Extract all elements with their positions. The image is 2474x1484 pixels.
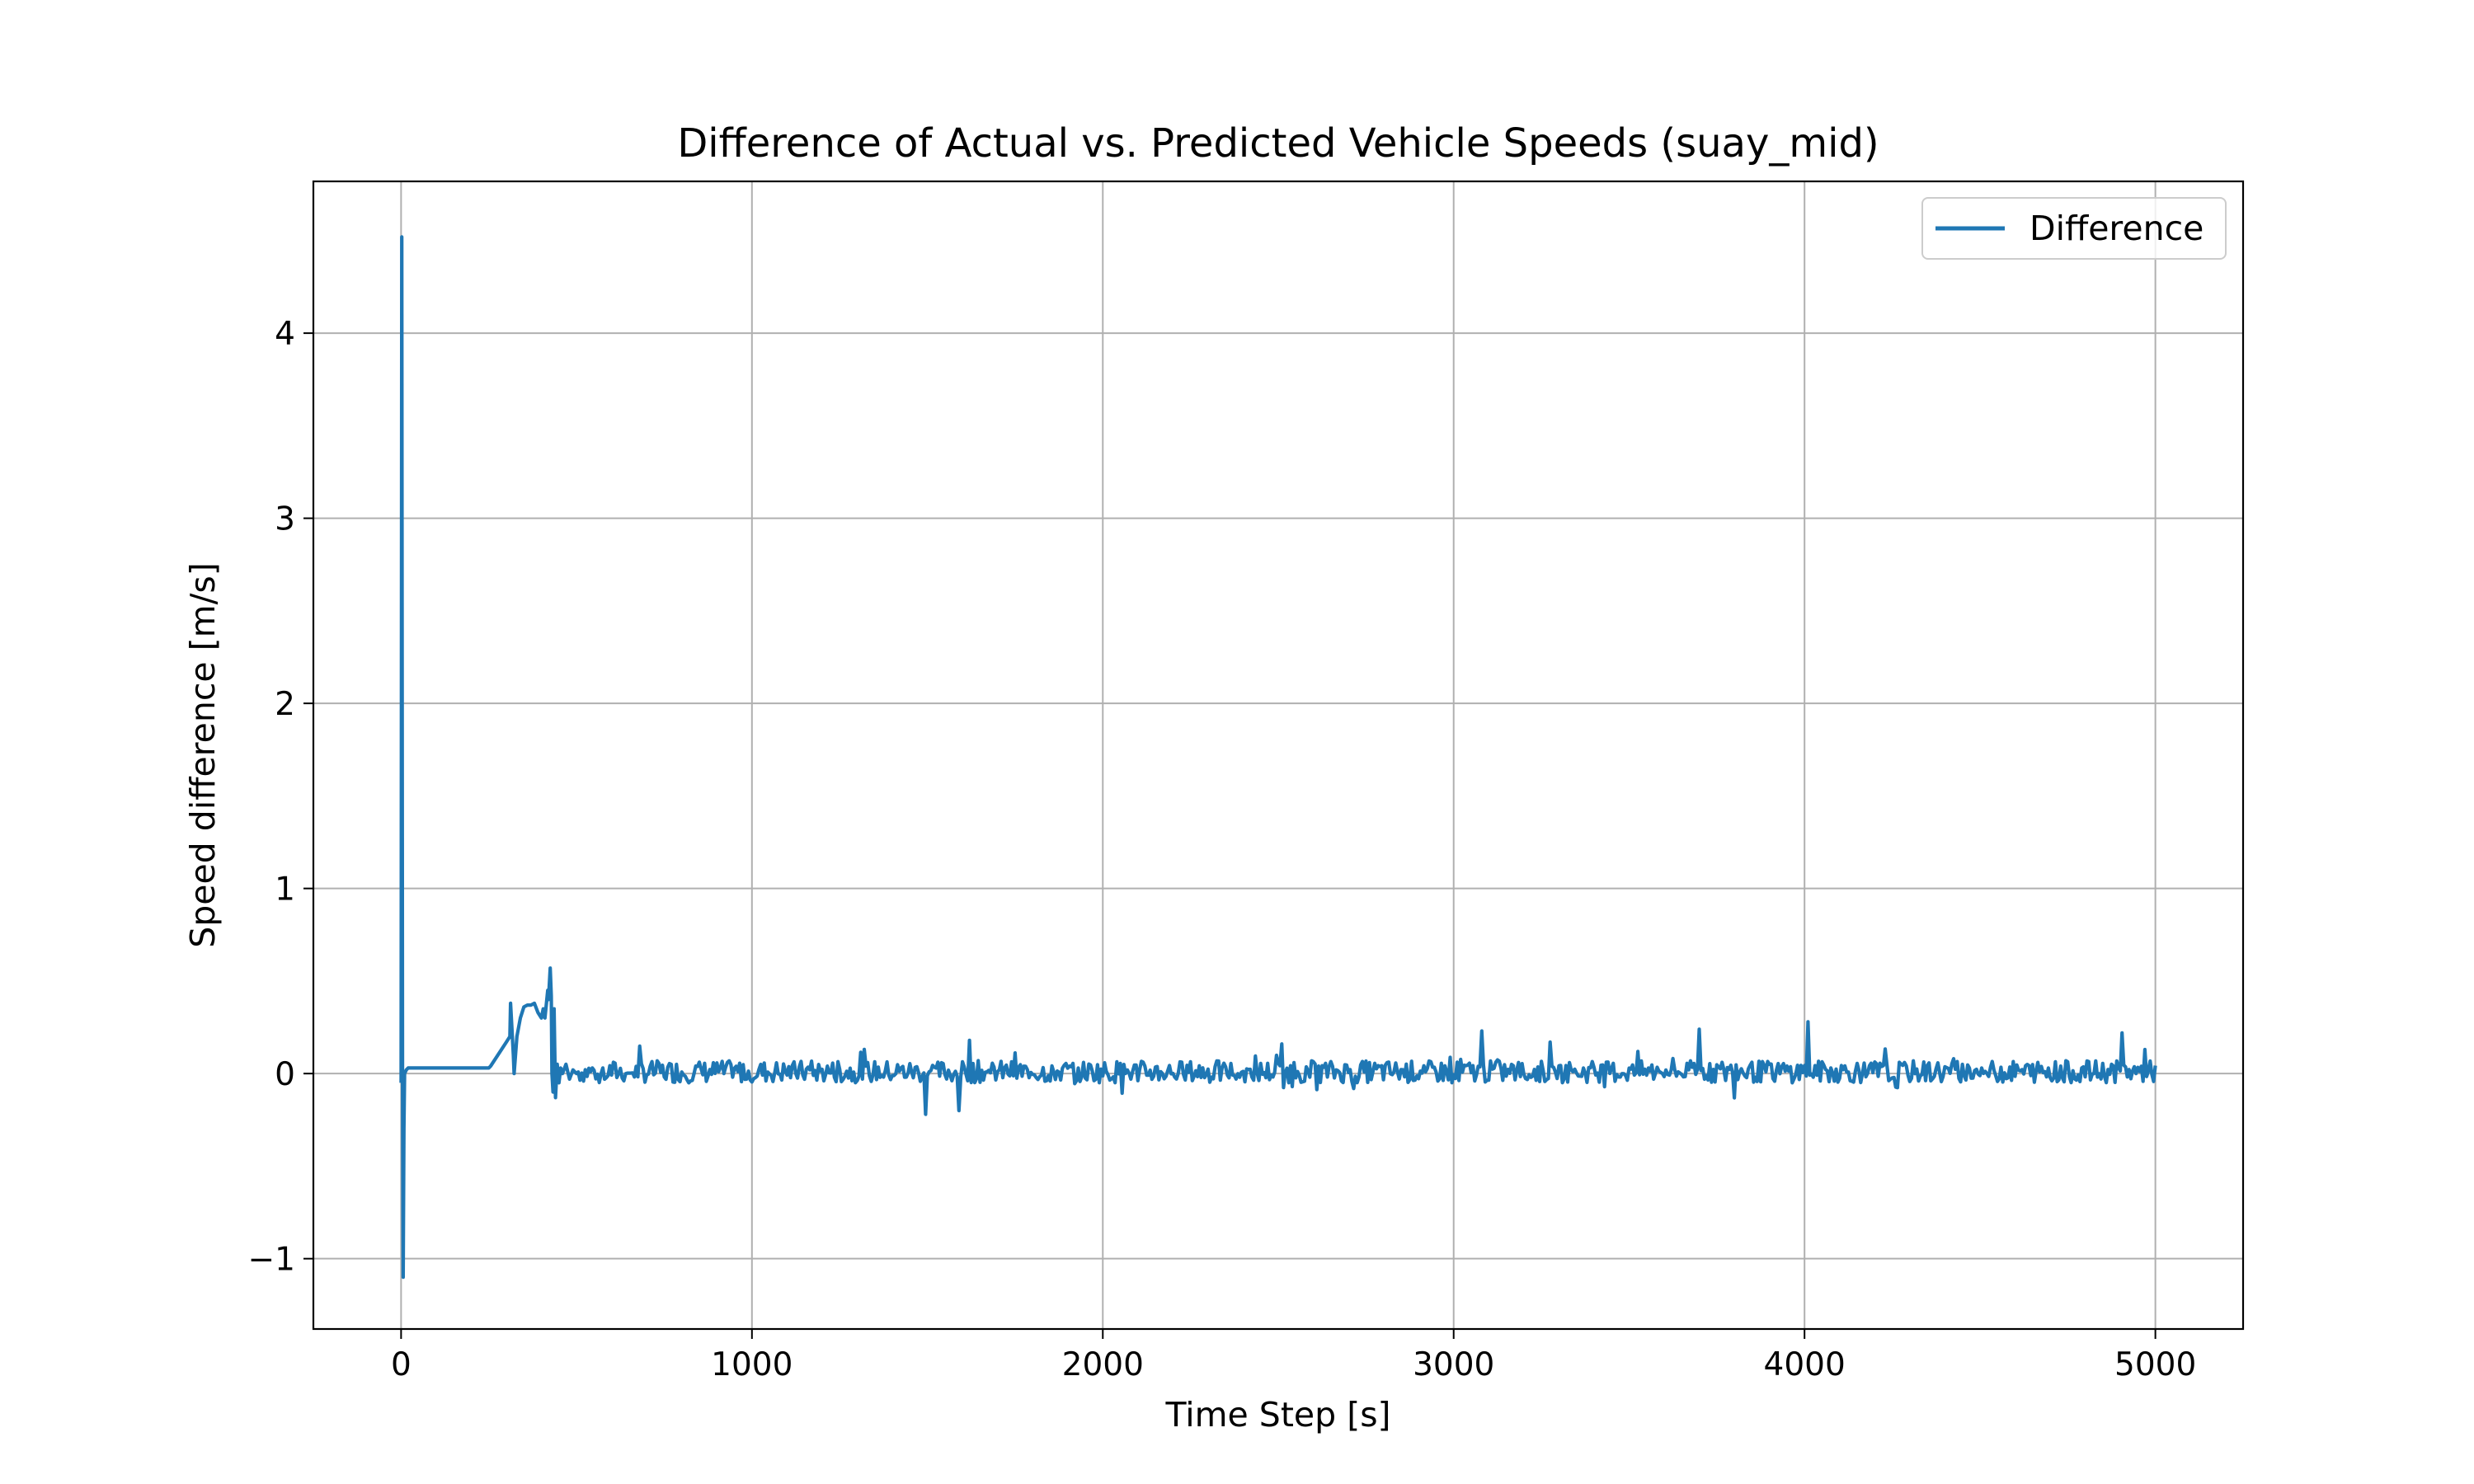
plot-area-frame [312,180,2245,1331]
x-tick-label: 2000 [1062,1346,1144,1383]
legend-entry-difference: Difference [2030,209,2204,248]
y-tick-label: 0 [275,1056,295,1093]
series-layer [399,235,2157,1280]
x-tick-label: 1000 [711,1346,793,1383]
x-tick-label: 5000 [2114,1346,2196,1383]
y-tick-label: 2 [275,686,295,723]
chart-title: Difference of Actual vs. Predicted Vehic… [677,120,1879,167]
y-tick-label: 1 [275,871,295,909]
y-tick-label: 3 [275,501,295,538]
x-tick-label: 0 [391,1346,412,1383]
x-axis-label: Time Step [s] [1164,1395,1390,1435]
y-axis-label: Speed difference [m/s] [183,562,223,948]
x-tick-label: 4000 [1764,1346,1846,1383]
legend: Difference [1921,197,2227,260]
x-tick-label: 3000 [1413,1346,1494,1383]
y-tick-label: −1 [248,1242,296,1279]
y-tick-label: 4 [275,316,295,353]
series-line-difference [399,235,2157,1280]
axis-ticks: 0 1000 2000 3000 4000 5000 −1 0 1 2 3 4 [248,316,2197,1383]
legend-box [1921,197,2227,260]
